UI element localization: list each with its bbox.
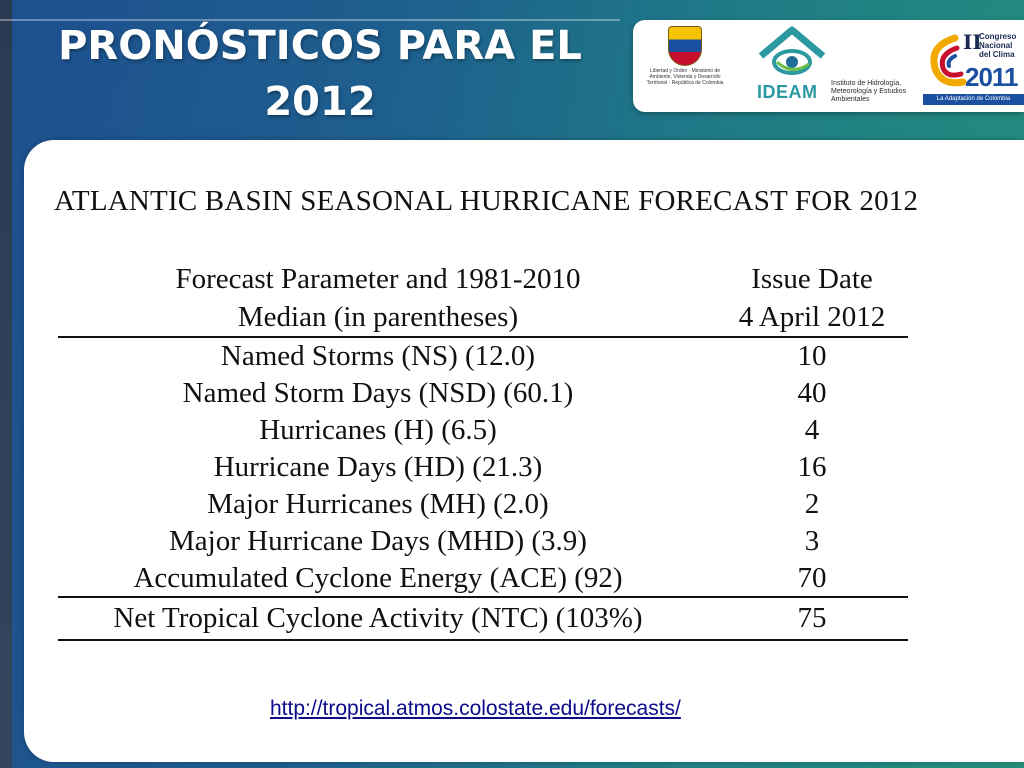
column-header-parameter: Forecast Parameter and 1981-2010 Median … [116, 260, 640, 336]
column-header-parameter-line-1: Forecast Parameter and 1981-2010 [175, 263, 581, 295]
table-row: Major Hurricanes (MH) (2.0) 2 [58, 485, 908, 523]
ideam-eye-icon [758, 26, 826, 75]
slide-title: PRONÓSTICOS PARA EL 2012 [40, 18, 600, 130]
coat-of-arms-icon [668, 26, 702, 66]
row-value: 70 [797, 562, 827, 594]
congress-number: II [963, 30, 982, 54]
row-parameter: Major Hurricane Days (MHD) (3.9) [169, 525, 587, 557]
table-row: Net Tropical Cyclone Activity (NTC) (103… [58, 599, 908, 637]
table-row: Named Storm Days (NSD) (60.1) 40 [58, 374, 908, 412]
swirl-icon [930, 34, 967, 87]
ideam-logo: IDEAM Instituto de Hidrología, Meteorolo… [745, 26, 915, 108]
row-parameter: Hurricane Days (HD) (21.3) [213, 451, 543, 483]
forecast-content-panel: ATLANTIC BASIN SEASONAL HURRICANE FORECA… [24, 140, 1024, 762]
colombia-crest-logo: Libertad y Orden · Ministerio de Ambient… [647, 26, 723, 108]
table-row: Hurricanes (H) (6.5) 4 [58, 411, 908, 449]
row-value: 75 [797, 602, 827, 634]
column-header-issue-date: Issue Date 4 April 2012 [708, 260, 916, 336]
table-rule-top [58, 336, 908, 338]
row-value: 10 [797, 340, 827, 372]
table-row: Hurricane Days (HD) (21.3) 16 [58, 448, 908, 486]
row-value: 16 [797, 451, 827, 483]
title-divider-line [0, 19, 620, 21]
column-header-issue-line-1: Issue Date [751, 263, 873, 295]
row-parameter: Hurricanes (H) (6.5) [259, 414, 497, 446]
congress-text: Congreso Nacional del Clima [979, 32, 1024, 59]
table-row: Major Hurricane Days (MHD) (3.9) 3 [58, 522, 908, 560]
row-parameter: Named Storm Days (NSD) (60.1) [182, 377, 574, 409]
congreso-clima-logo: II Congreso Nacional del Clima 2011 La A… [923, 28, 1024, 108]
row-value: 40 [797, 377, 827, 409]
row-parameter: Net Tropical Cyclone Activity (NTC) (103… [113, 602, 643, 634]
slide-title-line-2: 2012 [264, 79, 376, 125]
congress-tagline: La Adaptación de Colombia [923, 94, 1024, 105]
forecast-title: ATLANTIC BASIN SEASONAL HURRICANE FORECA… [54, 185, 919, 217]
row-parameter: Accumulated Cyclone Energy (ACE) (92) [133, 562, 623, 594]
row-value: 4 [804, 414, 820, 446]
row-parameter: Named Storms (NS) (12.0) [220, 340, 536, 372]
congress-year: 2011 [965, 62, 1018, 92]
source-url-link[interactable]: http://tropical.atmos.colostate.edu/fore… [270, 697, 681, 720]
row-value: 2 [804, 488, 820, 520]
column-header-issue-line-2: 4 April 2012 [738, 301, 886, 333]
table-row: Named Storms (NS) (12.0) 10 [58, 337, 908, 375]
ideam-wordmark: IDEAM [757, 82, 818, 102]
logo-strip: Libertad y Orden · Ministerio de Ambient… [633, 20, 1024, 112]
row-parameter: Major Hurricanes (MH) (2.0) [207, 488, 549, 520]
column-header-parameter-line-2: Median (in parentheses) [237, 301, 519, 333]
crest-caption: Libertad y Orden · Ministerio de Ambient… [646, 68, 724, 86]
left-edge-stripe [0, 0, 12, 768]
table-rule-middle [58, 596, 908, 598]
slide-title-line-1: PRONÓSTICOS PARA EL [58, 23, 582, 69]
congress-text-value: Congreso Nacional del Clima [979, 32, 1017, 59]
ideam-subtitle: Instituto de Hidrología, Meteorología y … [831, 80, 907, 103]
table-row: Accumulated Cyclone Energy (ACE) (92) 70 [58, 559, 908, 597]
table-rule-bottom [58, 639, 908, 641]
row-value: 3 [804, 525, 820, 557]
